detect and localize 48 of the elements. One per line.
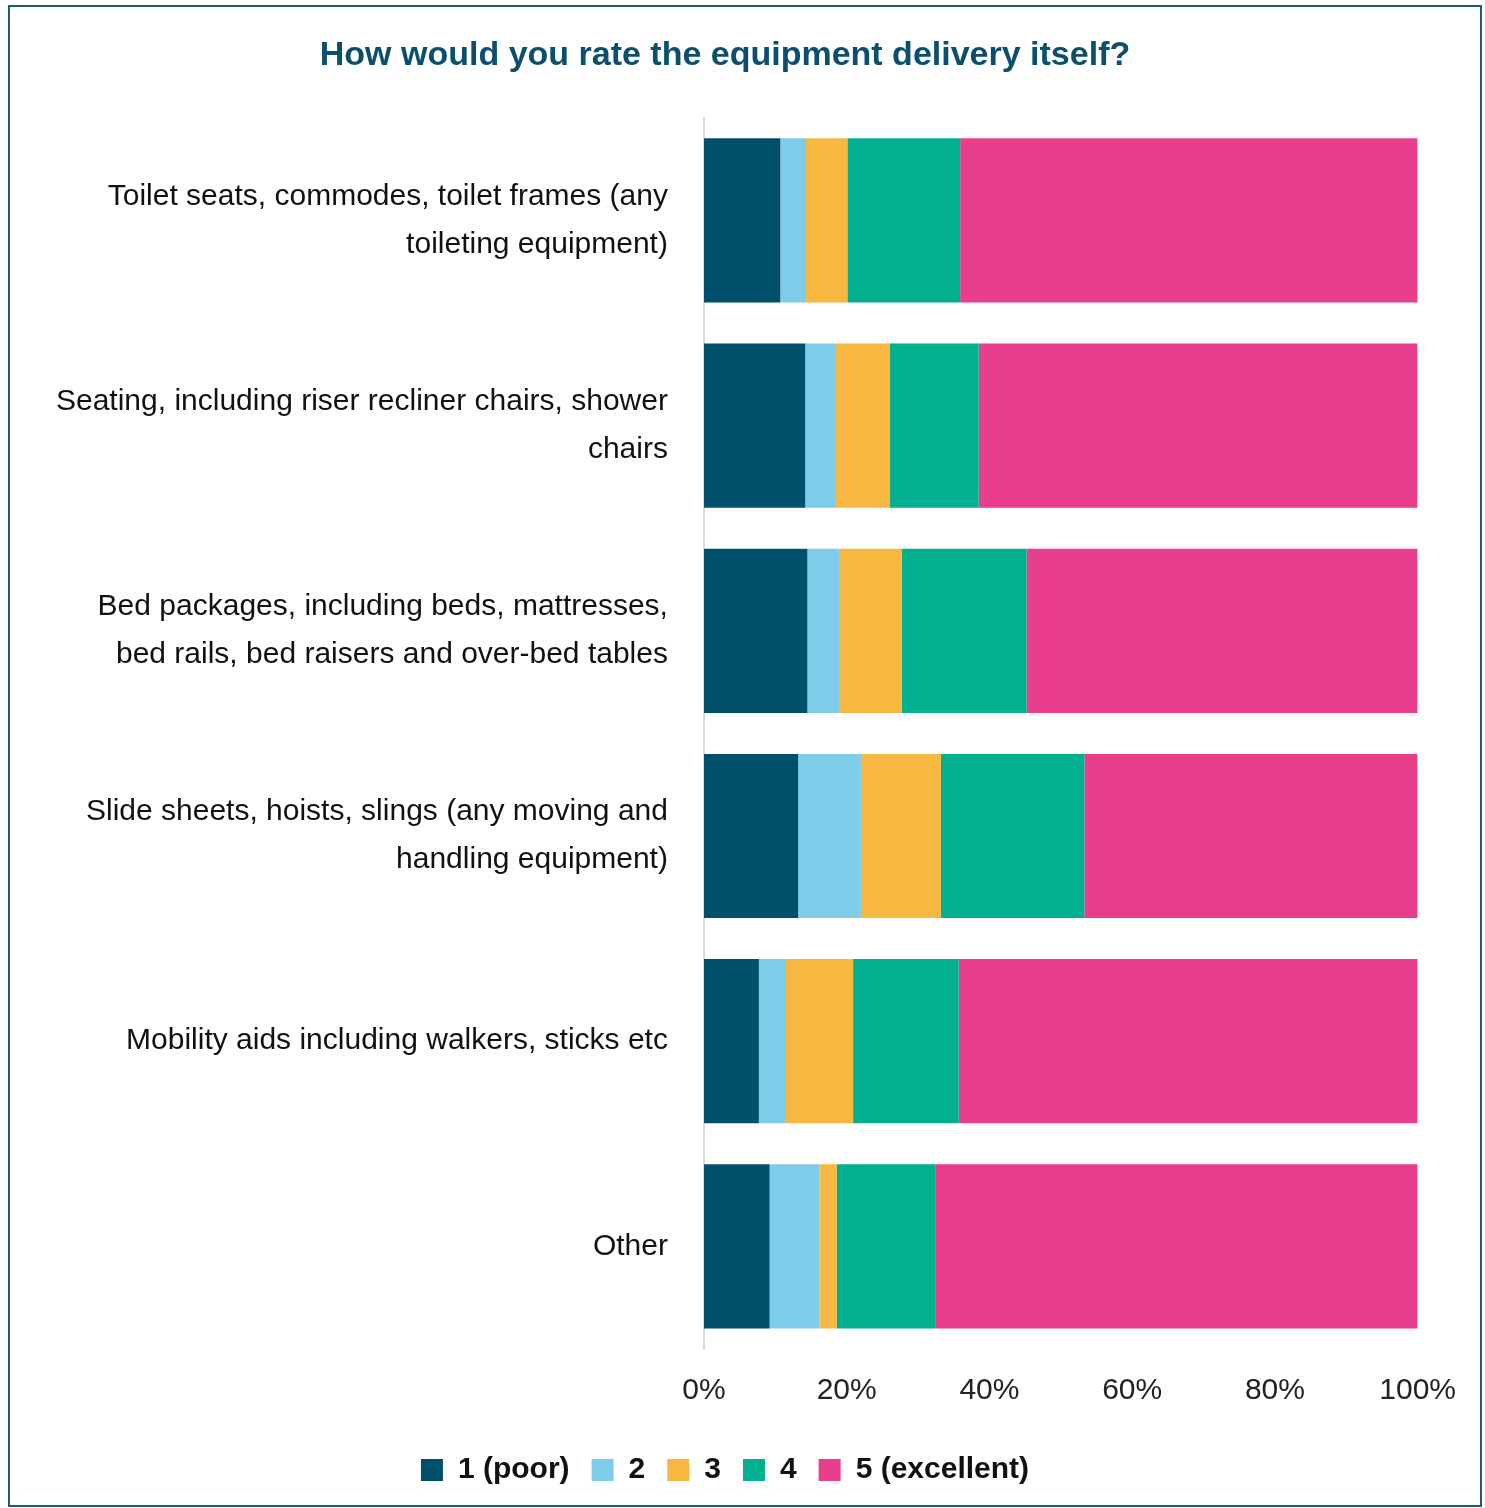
x-tick-label: 60% [1102,1372,1163,1406]
bar [901,548,1027,713]
bar [769,1164,820,1329]
bar [703,959,759,1124]
legend-label: 3 [704,1451,721,1485]
bar [838,548,902,713]
bar [807,548,839,713]
x-tick-label: 100% [1379,1372,1456,1406]
legend-label: 4 [779,1451,797,1485]
bar [1026,548,1418,713]
y-tick-label: Toilet seats, commodes, toilet frames (any toileting equipment) [107,177,668,259]
bar [836,1164,936,1329]
bar [1084,753,1418,919]
x-tick-label: 80% [1244,1372,1305,1406]
bar [703,548,808,713]
bar [960,138,1418,303]
bar [940,753,1085,919]
bar [703,1164,770,1329]
bar [798,753,861,919]
bar [703,343,806,508]
y-tick-label: Other [592,1227,668,1261]
x-tick-label: 40% [959,1372,1020,1406]
bar [786,959,854,1124]
y-tick-label: Bed packages, including beds, mattresses, bed rails, bed raisers and over-bed tables [97,588,668,670]
legend-label: 2 [628,1451,646,1485]
y-tick-label: Slide sheets, hoists, slings (any moving and handling equipment) [85,793,668,875]
bar [853,959,959,1124]
bar [847,138,961,303]
bar [935,1164,1418,1329]
bar [835,343,890,508]
legend-label: 1 (poor) [457,1451,570,1485]
bar [889,343,979,508]
bar [978,343,1418,508]
bar [703,753,799,919]
bar [758,959,787,1124]
y-tick-label: Mobility aids including walkers, sticks etc [126,1022,668,1056]
legend-label: 5 (excellent) [855,1451,1030,1485]
y-tick-label: Seating, including riser recliner chairs, shower chairs [55,382,668,464]
x-tick-label: 20% [816,1372,877,1406]
bar [806,138,848,303]
bar [819,1164,837,1329]
x-tick-label: 0% [682,1372,726,1406]
bar [703,138,781,303]
bar [780,138,806,303]
bar [805,343,836,508]
chart-title: How would you rate the equipment delivery itself? [319,33,1131,72]
bar [958,959,1418,1124]
bar [860,753,941,919]
